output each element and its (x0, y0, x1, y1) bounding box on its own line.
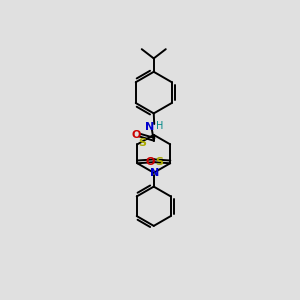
Text: N: N (150, 168, 159, 178)
Text: O: O (131, 130, 141, 140)
Text: S: S (138, 138, 146, 148)
Text: N: N (145, 122, 154, 132)
Text: O: O (145, 157, 154, 167)
Text: H: H (156, 121, 164, 131)
Text: S: S (155, 157, 163, 167)
